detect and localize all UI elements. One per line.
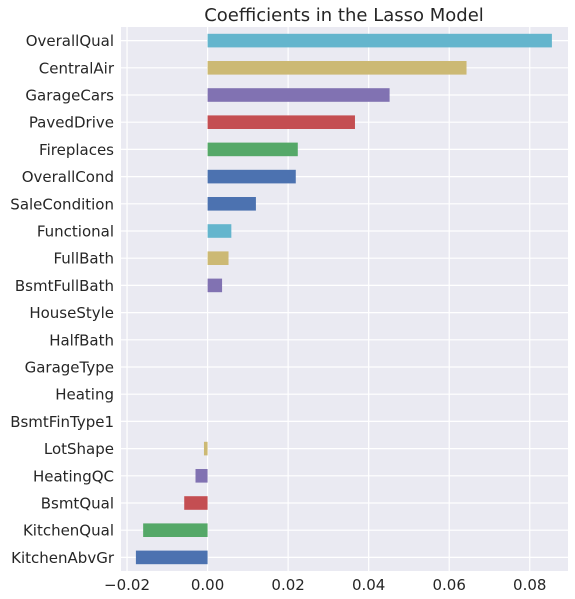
y-tick-label: OverallCond bbox=[22, 168, 114, 186]
y-tick-label: Fireplaces bbox=[39, 141, 114, 159]
y-tick-label: BsmtQual bbox=[41, 495, 114, 513]
y-tick-label: LotShape bbox=[44, 440, 114, 458]
y-tick-label: BsmtFinType1 bbox=[10, 413, 114, 431]
x-tick-label: 0.06 bbox=[432, 576, 465, 594]
y-tick-label: OverallQual bbox=[26, 32, 114, 50]
bar-centralair bbox=[207, 61, 467, 75]
bar-fireplaces bbox=[207, 142, 298, 157]
y-tick-label: KitchenAbvGr bbox=[11, 549, 115, 567]
bar-kitchenqual bbox=[143, 523, 208, 537]
y-tick-label: BsmtFullBath bbox=[15, 277, 114, 295]
bar-bsmtqual bbox=[184, 496, 208, 510]
y-tick-label: Functional bbox=[37, 223, 114, 241]
x-tick-label: −0.02 bbox=[104, 576, 150, 594]
y-tick-label: GarageType bbox=[25, 359, 114, 377]
y-tick-label: PavedDrive bbox=[29, 114, 114, 132]
y-tick-label: Heating bbox=[55, 386, 114, 404]
y-tick-labels: OverallQual CentralAir GarageCars PavedDriv… bbox=[10, 32, 115, 567]
bar-bsmtfullbath bbox=[207, 278, 223, 293]
bar-kitchenabvgr bbox=[135, 550, 208, 565]
bar-lotshape bbox=[203, 441, 208, 456]
bar-overallcond bbox=[207, 169, 296, 184]
plot-area bbox=[121, 27, 568, 571]
bar-garagecars bbox=[207, 88, 390, 102]
bar-overallqual bbox=[207, 33, 552, 48]
bar-salecondition bbox=[207, 197, 256, 211]
bar-fullbath bbox=[207, 251, 229, 265]
x-tick-labels: −0.02 0.00 0.02 0.04 0.06 0.08 bbox=[104, 576, 546, 594]
x-tick-label: 0.02 bbox=[271, 576, 304, 594]
y-tick-label: KitchenQual bbox=[23, 522, 114, 540]
y-tick-label: CentralAir bbox=[39, 59, 115, 77]
gridlines bbox=[121, 27, 568, 571]
y-tick-label: FullBath bbox=[53, 250, 114, 268]
x-tick-label: 0.00 bbox=[191, 576, 224, 594]
y-tick-label: SaleCondition bbox=[10, 195, 114, 213]
bar-paveddrive bbox=[207, 115, 355, 129]
y-tick-label: HouseStyle bbox=[29, 304, 114, 322]
bar-heatingqc bbox=[195, 469, 208, 483]
y-tick-label: HeatingQC bbox=[33, 467, 114, 485]
y-tick-label: HalfBath bbox=[49, 331, 114, 349]
bar-functional bbox=[207, 224, 232, 238]
x-tick-label: 0.08 bbox=[513, 576, 546, 594]
y-tick-label: GarageCars bbox=[25, 87, 114, 105]
bars bbox=[135, 33, 552, 565]
x-tick-label: 0.04 bbox=[352, 576, 385, 594]
chart-title: Coefficients in the Lasso Model bbox=[204, 5, 484, 26]
